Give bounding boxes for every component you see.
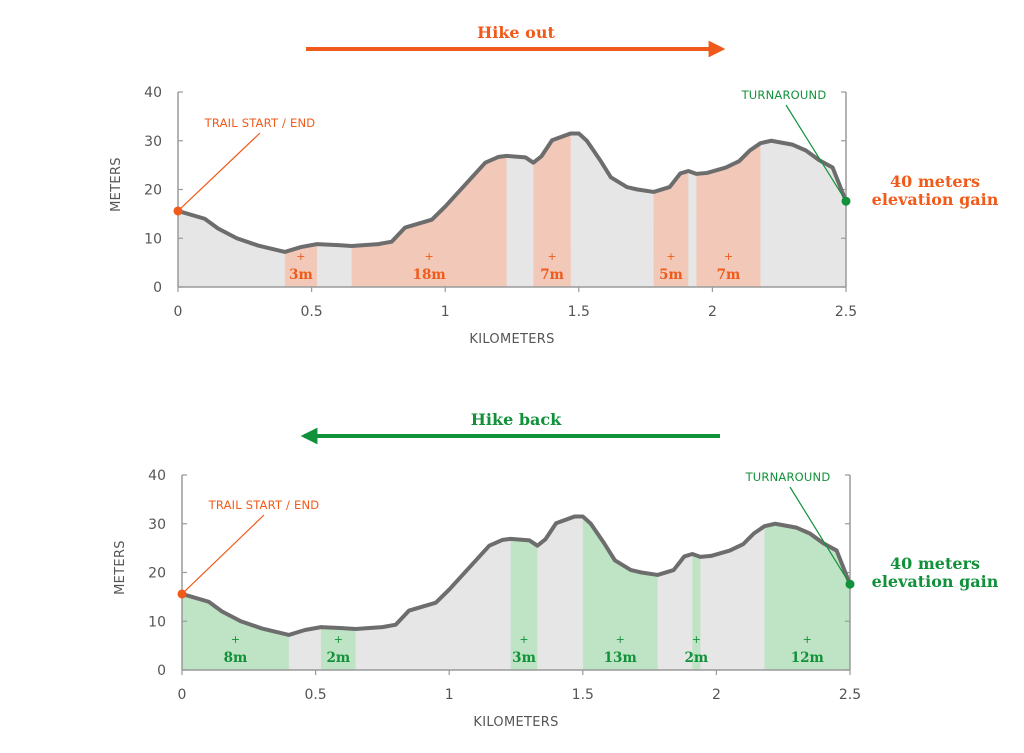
hike-back-gain-plus-5: + <box>692 633 701 646</box>
hike-out-turnaround-marker <box>841 196 851 206</box>
hike-back-gain-label-4: 13m <box>604 650 637 666</box>
hike-back-gain-label-6: 12m <box>791 650 824 666</box>
hike-out-turnaround-leader <box>785 104 847 202</box>
hike-back-y-tick-label-40: 40 <box>148 468 166 484</box>
hike-back-gain-segment-1 <box>182 593 289 670</box>
hike-back-x-tick-label-2: 2 <box>712 687 721 703</box>
hike-back-y-tick-label-30: 30 <box>148 517 166 533</box>
hike-out-gain-label-2: 18m <box>413 267 446 283</box>
hike-back-x-tick-label-0: 0 <box>178 687 187 703</box>
hike-back-start-leader <box>181 514 265 595</box>
hike-out-label: Hike out <box>477 23 555 42</box>
hike-back-gain-segment-6 <box>764 523 850 670</box>
hike-out-y-tick-label-20: 20 <box>144 183 162 199</box>
hike-out-gain-label-5: 7m <box>717 267 741 283</box>
hike-out-x-tick-label-1: 1 <box>441 304 450 320</box>
hike-back-x-axis-title: KILOMETERS <box>473 715 558 730</box>
hike-out-start-label: TRAIL START / END <box>204 116 316 130</box>
hike-back-gain-label-3: 3m <box>512 650 536 666</box>
hike-out-start-leader <box>177 132 261 212</box>
hike-back-panel: Hike back 0 10 20 30 40 0 0.5 1 1.5 2 2.5 KILOMETER… <box>113 410 999 730</box>
hike-out-x-tick-label-2.5: 2.5 <box>835 304 857 320</box>
hike-out-gain-segment-5 <box>696 143 761 287</box>
hike-out-gain-total: 40 meters <box>890 172 980 191</box>
hike-back-gain-segment-3 <box>510 538 538 670</box>
hike-back-x-tick-label-1.5: 1.5 <box>572 687 594 703</box>
hike-back-gain-label-5: 2m <box>685 650 709 666</box>
hike-out-y-axis-title: METERS <box>109 157 124 212</box>
hike-out-chart: 0 10 20 30 40 0 0.5 1 1.5 2 2.5 KILOMETERS METERS +3m… <box>109 85 857 347</box>
hike-back-y-tick-label-20: 20 <box>148 566 166 582</box>
hike-out-gain-label-4: 5m <box>659 267 683 283</box>
hike-out-gain-plus-4: + <box>666 250 675 263</box>
hike-back-gain-plus-4: + <box>616 633 625 646</box>
hike-back-gain-plus-2: + <box>334 633 343 646</box>
hike-back-gain-plus-3: + <box>519 633 528 646</box>
hike-back-y-axis-title: METERS <box>113 540 128 595</box>
hike-out-panel: Hike out 0 10 20 30 40 0 0.5 1 1.5 2 2.5 KILOMETERS… <box>109 23 999 347</box>
hike-back-gain-segment-5 <box>692 553 701 670</box>
hike-out-gain-segment-3 <box>533 133 571 287</box>
hike-back-gain-label-1: 8m <box>224 650 248 666</box>
hike-out-y-tick-label-10: 10 <box>144 231 162 247</box>
hike-back-x-tick-label-1: 1 <box>445 687 454 703</box>
hike-out-gain-plus-5: + <box>724 250 733 263</box>
hike-back-gain-plus-1: + <box>231 633 240 646</box>
hike-out-y-tick-label-0: 0 <box>153 280 162 296</box>
hike-out-x-tick-label-0.5: 0.5 <box>300 304 322 320</box>
hike-back-turnaround-marker <box>845 579 855 589</box>
hike-back-x-tick-label-2.5: 2.5 <box>839 687 861 703</box>
hike-back-y-tick-label-10: 10 <box>148 614 166 630</box>
hike-back-gain-caption: elevation gain <box>872 572 999 591</box>
hike-out-x-axis-title: KILOMETERS <box>469 332 554 347</box>
hike-back-turnaround-label: TURNAROUND <box>745 470 831 484</box>
hike-out-gain-plus-2: + <box>425 250 434 263</box>
hike-out-x-tick-label-1.5: 1.5 <box>568 304 590 320</box>
hike-back-gain-total: 40 meters <box>890 554 980 573</box>
hike-back-x-tick-label-0.5: 0.5 <box>304 687 326 703</box>
hike-out-start-marker <box>173 206 183 216</box>
hike-back-gain-segment-2 <box>320 627 356 670</box>
hike-out-y-tick-label-40: 40 <box>144 85 162 101</box>
hike-out-turnaround-label: TURNAROUND <box>741 88 827 102</box>
hike-out-gain-segment-4 <box>653 170 689 287</box>
hike-back-y-tick-label-0: 0 <box>157 663 166 679</box>
hike-back-start-label: TRAIL START / END <box>208 498 320 512</box>
hike-out-y-tick-label-30: 30 <box>144 134 162 150</box>
hike-back-gain-plus-6: + <box>803 633 812 646</box>
hike-out-profile-line <box>176 131 848 254</box>
hike-back-chart: 0 10 20 30 40 0 0.5 1 1.5 2 2.5 KILOMETERS METERS +8m… <box>113 468 861 730</box>
hike-out-x-tick-label-2: 2 <box>708 304 717 320</box>
hike-back-gain-label-2: 2m <box>326 650 350 666</box>
hike-back-label: Hike back <box>471 410 562 429</box>
hike-out-gain-segment-1 <box>284 244 317 287</box>
hike-out-gain-caption: elevation gain <box>872 190 999 209</box>
hike-back-start-marker <box>177 589 187 599</box>
hike-out-gain-label-3: 7m <box>540 267 564 283</box>
hike-back-turnaround-leader <box>789 486 851 585</box>
hike-back-gain-segment-4 <box>582 516 658 670</box>
hike-out-gain-plus-1: + <box>296 250 305 263</box>
hike-out-gain-label-1: 3m <box>289 267 313 283</box>
hike-back-profile-line <box>180 514 852 637</box>
hike-out-x-tick-label-0: 0 <box>174 304 183 320</box>
hike-out-gain-plus-3: + <box>547 250 556 263</box>
